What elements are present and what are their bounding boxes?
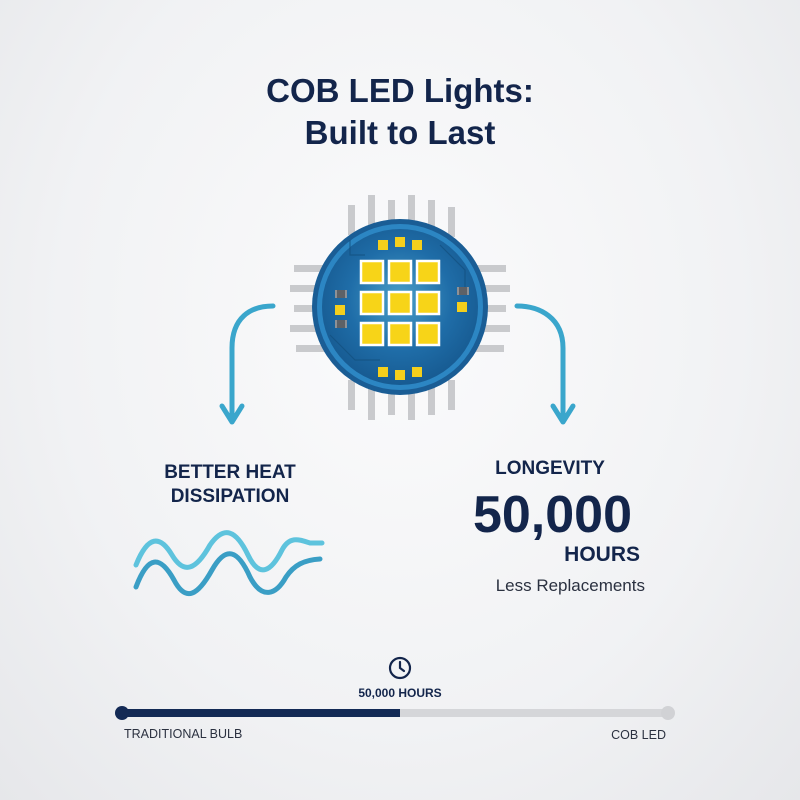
cob-led-chip-icon <box>290 195 510 420</box>
timeline-label: 50,000 HOURS <box>358 686 442 700</box>
timeline-start-dot <box>115 706 129 720</box>
heat-dissipation-heading: BETTER HEAT DISSIPATION <box>130 461 330 509</box>
timeline-end-label: COB LED <box>611 728 666 742</box>
curved-arrow-down-right-icon <box>514 303 576 425</box>
timeline-start-label: TRADITIONAL BULB <box>124 727 243 741</box>
heat-line-1: BETTER HEAT <box>164 462 296 483</box>
timeline-end-dot <box>661 706 675 720</box>
page-title: COB LED Lights: Built to Last <box>0 70 800 154</box>
longevity-unit: HOURS <box>564 543 640 566</box>
clock-icon <box>388 656 412 680</box>
longevity-subtitle: Less Replacements <box>495 576 645 595</box>
heat-line-2: DISSIPATION <box>170 486 290 507</box>
longevity-heading: LONGEVITY <box>495 458 605 479</box>
title-line-2: Built to Last <box>304 114 496 151</box>
timeline-progress-fill <box>120 709 400 717</box>
heat-waves-icon <box>133 530 325 597</box>
longevity-value: 50,000 <box>472 486 633 544</box>
title-line-1: COB LED Lights: <box>266 72 534 109</box>
curved-arrow-down-left-icon <box>219 303 276 425</box>
